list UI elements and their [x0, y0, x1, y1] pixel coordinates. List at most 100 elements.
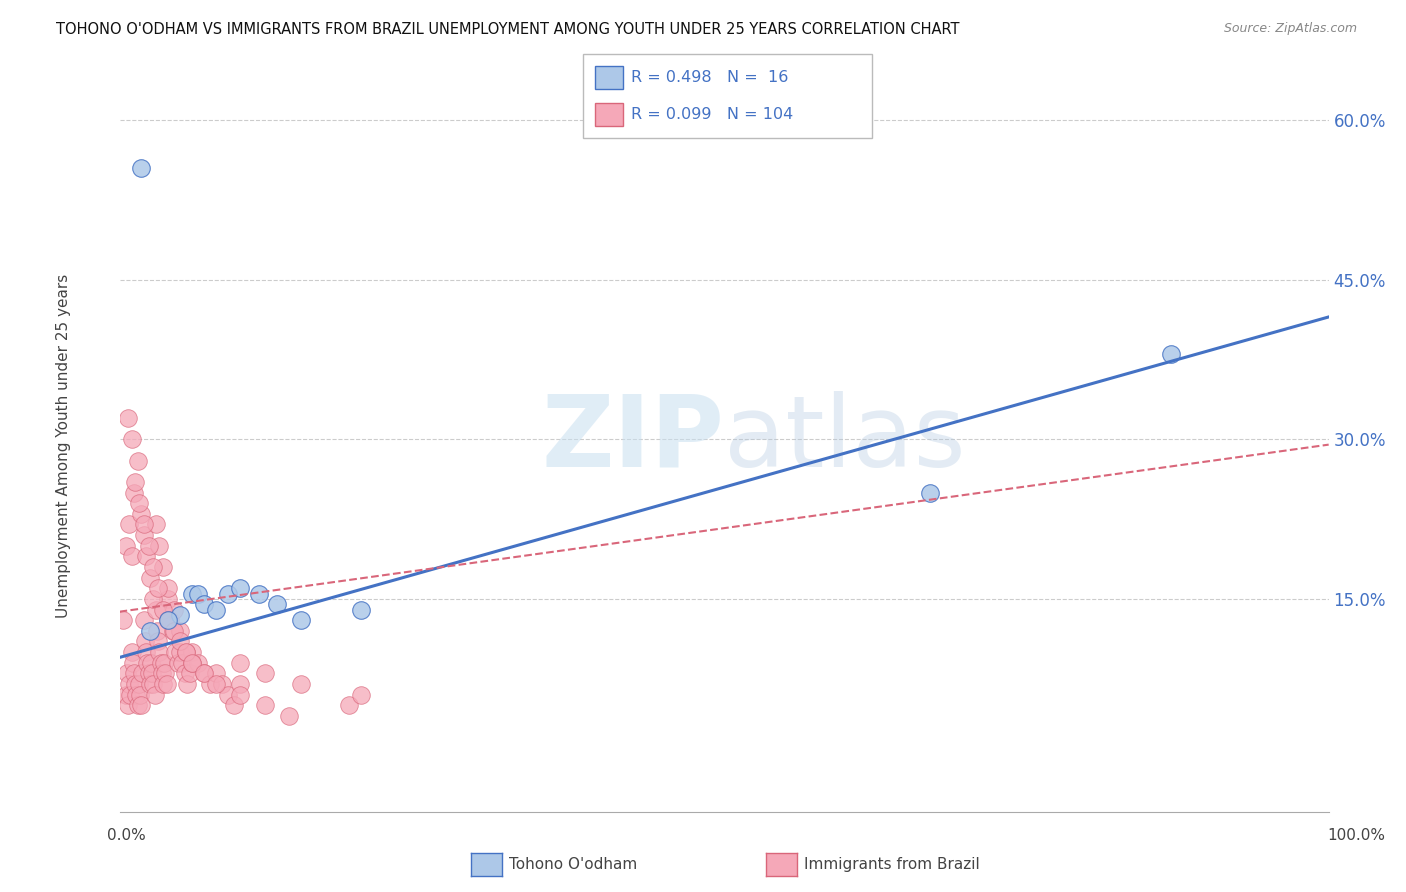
Text: 0.0%: 0.0% [107, 829, 146, 843]
Point [118, 517, 141, 532]
Point [121, 433, 143, 447]
Point [181, 656, 204, 670]
Text: Unemployment Among Youth under 25 years: Unemployment Among Youth under 25 years [56, 274, 70, 618]
Point [143, 688, 166, 702]
Text: 100.0%: 100.0% [1327, 829, 1386, 843]
Point [193, 597, 215, 611]
Point [128, 677, 150, 691]
Point [125, 688, 148, 702]
Point [129, 688, 152, 702]
Point [142, 560, 165, 574]
Text: Tohono O'odham: Tohono O'odham [509, 857, 637, 871]
Point [193, 666, 215, 681]
Point [156, 591, 179, 606]
Point [117, 411, 139, 425]
Point [205, 677, 228, 691]
Point [141, 666, 163, 681]
Point [229, 656, 252, 670]
Point [128, 496, 150, 510]
Point [350, 688, 373, 702]
Point [166, 656, 188, 670]
Point [148, 539, 170, 553]
Point [120, 688, 142, 702]
Point [131, 666, 153, 681]
Point [181, 645, 204, 659]
Point [266, 597, 288, 611]
Point [122, 485, 145, 500]
Point [172, 656, 194, 670]
Text: TOHONO O'ODHAM VS IMMIGRANTS FROM BRAZIL UNEMPLOYMENT AMONG YOUTH UNDER 25 YEARS: TOHONO O'ODHAM VS IMMIGRANTS FROM BRAZIL… [56, 22, 960, 37]
Point [146, 624, 169, 638]
Text: Source: ZipAtlas.com: Source: ZipAtlas.com [1223, 22, 1357, 36]
Point [135, 645, 157, 659]
Point [124, 475, 146, 489]
Point [253, 666, 276, 681]
Point [148, 645, 170, 659]
Text: Immigrants from Brazil: Immigrants from Brazil [804, 857, 980, 871]
Point [181, 586, 204, 600]
Point [118, 677, 141, 691]
Point [187, 586, 209, 600]
Point [156, 677, 179, 691]
Point [138, 539, 160, 553]
Point [152, 677, 174, 691]
Point [156, 582, 179, 596]
Point [179, 666, 201, 681]
Point [138, 571, 162, 585]
Point [112, 613, 135, 627]
Point [165, 645, 187, 659]
Point [205, 666, 228, 681]
Point [350, 602, 373, 616]
Point [918, 485, 941, 500]
Point [217, 586, 239, 600]
Point [115, 666, 138, 681]
Point [142, 591, 165, 606]
Point [138, 666, 160, 681]
Point [187, 656, 209, 670]
Point [139, 656, 162, 670]
Point [247, 586, 270, 600]
Point [124, 677, 146, 691]
Point [114, 539, 136, 553]
Point [169, 645, 191, 659]
Point [169, 634, 191, 648]
Point [129, 698, 152, 713]
Point [169, 607, 191, 622]
Point [155, 666, 177, 681]
Point [277, 709, 299, 723]
Point [148, 582, 170, 596]
Point [114, 688, 136, 702]
Point [142, 677, 165, 691]
Point [138, 677, 162, 691]
Point [156, 613, 179, 627]
Point [205, 602, 228, 616]
Point [132, 528, 155, 542]
Point [290, 613, 312, 627]
Point [129, 161, 152, 175]
Point [152, 560, 174, 574]
Point [129, 507, 152, 521]
Point [181, 656, 204, 670]
Point [122, 666, 145, 681]
Point [121, 645, 143, 659]
Point [173, 666, 195, 681]
Point [217, 688, 239, 702]
Point [132, 517, 155, 532]
Point [200, 677, 222, 691]
Point [152, 602, 174, 616]
Point [337, 698, 360, 713]
Point [163, 624, 186, 638]
Point [224, 698, 246, 713]
Point [145, 602, 167, 616]
Point [148, 634, 170, 648]
Point [163, 602, 186, 616]
Point [229, 582, 252, 596]
Point [1160, 347, 1182, 361]
Point [127, 453, 149, 467]
Point [127, 698, 149, 713]
Point [149, 656, 172, 670]
Point [229, 688, 252, 702]
Point [162, 624, 184, 638]
Point [145, 517, 167, 532]
Point [174, 645, 197, 659]
